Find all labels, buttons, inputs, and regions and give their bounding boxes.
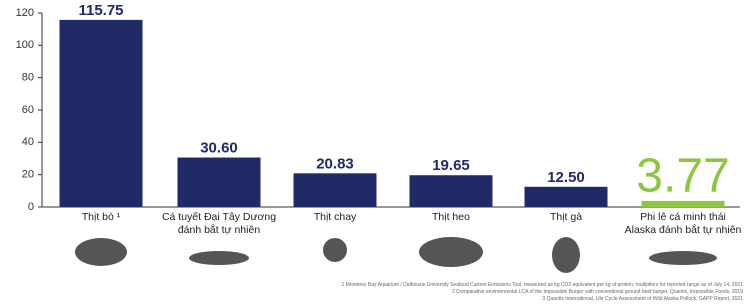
fish-icon xyxy=(649,251,717,265)
fish-icon xyxy=(189,251,249,265)
page: 020406080100120115.7530.6020.8319.6512.5… xyxy=(0,0,751,307)
x-tick-label: Phi lê cá minh thái Alaska đánh bắt tự n… xyxy=(608,211,751,237)
y-tick-label: 20 xyxy=(22,169,34,181)
value-label: 12.50 xyxy=(547,169,585,186)
footnote: 3 Quantis International, Life Cycle Asse… xyxy=(542,296,743,302)
cow-icon xyxy=(75,238,127,266)
bar xyxy=(410,175,493,207)
bar xyxy=(60,20,143,207)
value-label: 3.77 xyxy=(636,150,729,203)
y-tick-label: 40 xyxy=(22,136,34,148)
y-tick-label: 60 xyxy=(22,104,34,116)
footnote: 1 Monterey Bay Aquarium / Dalhousie Univ… xyxy=(341,282,743,288)
plant-icon xyxy=(323,238,347,262)
bar xyxy=(525,187,608,207)
bar xyxy=(178,158,261,207)
value-label: 115.75 xyxy=(78,2,123,19)
icons xyxy=(75,237,717,273)
y-tick-label: 120 xyxy=(16,7,34,19)
footnote: 2 Comparative environmental LCA of the I… xyxy=(452,289,743,295)
value-label: 20.83 xyxy=(316,155,354,172)
bar xyxy=(294,173,377,207)
pig-icon xyxy=(419,237,483,267)
y-tick-label: 100 xyxy=(16,39,34,51)
chart: 020406080100120115.7530.6020.8319.6512.5… xyxy=(0,0,751,307)
value-label: 30.60 xyxy=(200,139,238,156)
value-label: 19.65 xyxy=(432,157,470,174)
chicken-icon xyxy=(552,237,580,273)
y-tick-label: 80 xyxy=(22,72,34,84)
